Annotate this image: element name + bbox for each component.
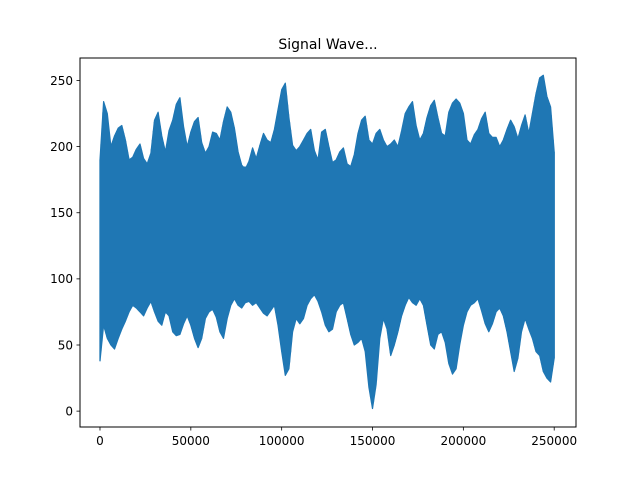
x-tick-label: 0 xyxy=(96,434,104,448)
y-tick-label: 200 xyxy=(50,140,73,154)
x-axis: 0 50000 100000 150000 200000 250000 xyxy=(96,427,577,448)
axes-frame xyxy=(79,57,577,428)
y-axis: 0 50 100 150 200 250 xyxy=(50,74,80,418)
y-tick-label: 0 xyxy=(65,404,73,418)
y-tick-label: 50 xyxy=(58,338,73,352)
x-tick-label: 250000 xyxy=(531,434,577,448)
series-0-core xyxy=(100,166,555,273)
y-tick-label: 250 xyxy=(50,74,73,88)
x-tick-label: 200000 xyxy=(440,434,486,448)
y-tick-label: 100 xyxy=(50,272,73,286)
chart-title: Signal Wave... xyxy=(278,37,377,53)
x-tick-label: 50000 xyxy=(172,434,210,448)
x-tick-label: 150000 xyxy=(350,434,396,448)
y-tick-label: 150 xyxy=(50,206,73,220)
plot-area xyxy=(99,74,555,410)
x-tick-label: 100000 xyxy=(259,434,305,448)
